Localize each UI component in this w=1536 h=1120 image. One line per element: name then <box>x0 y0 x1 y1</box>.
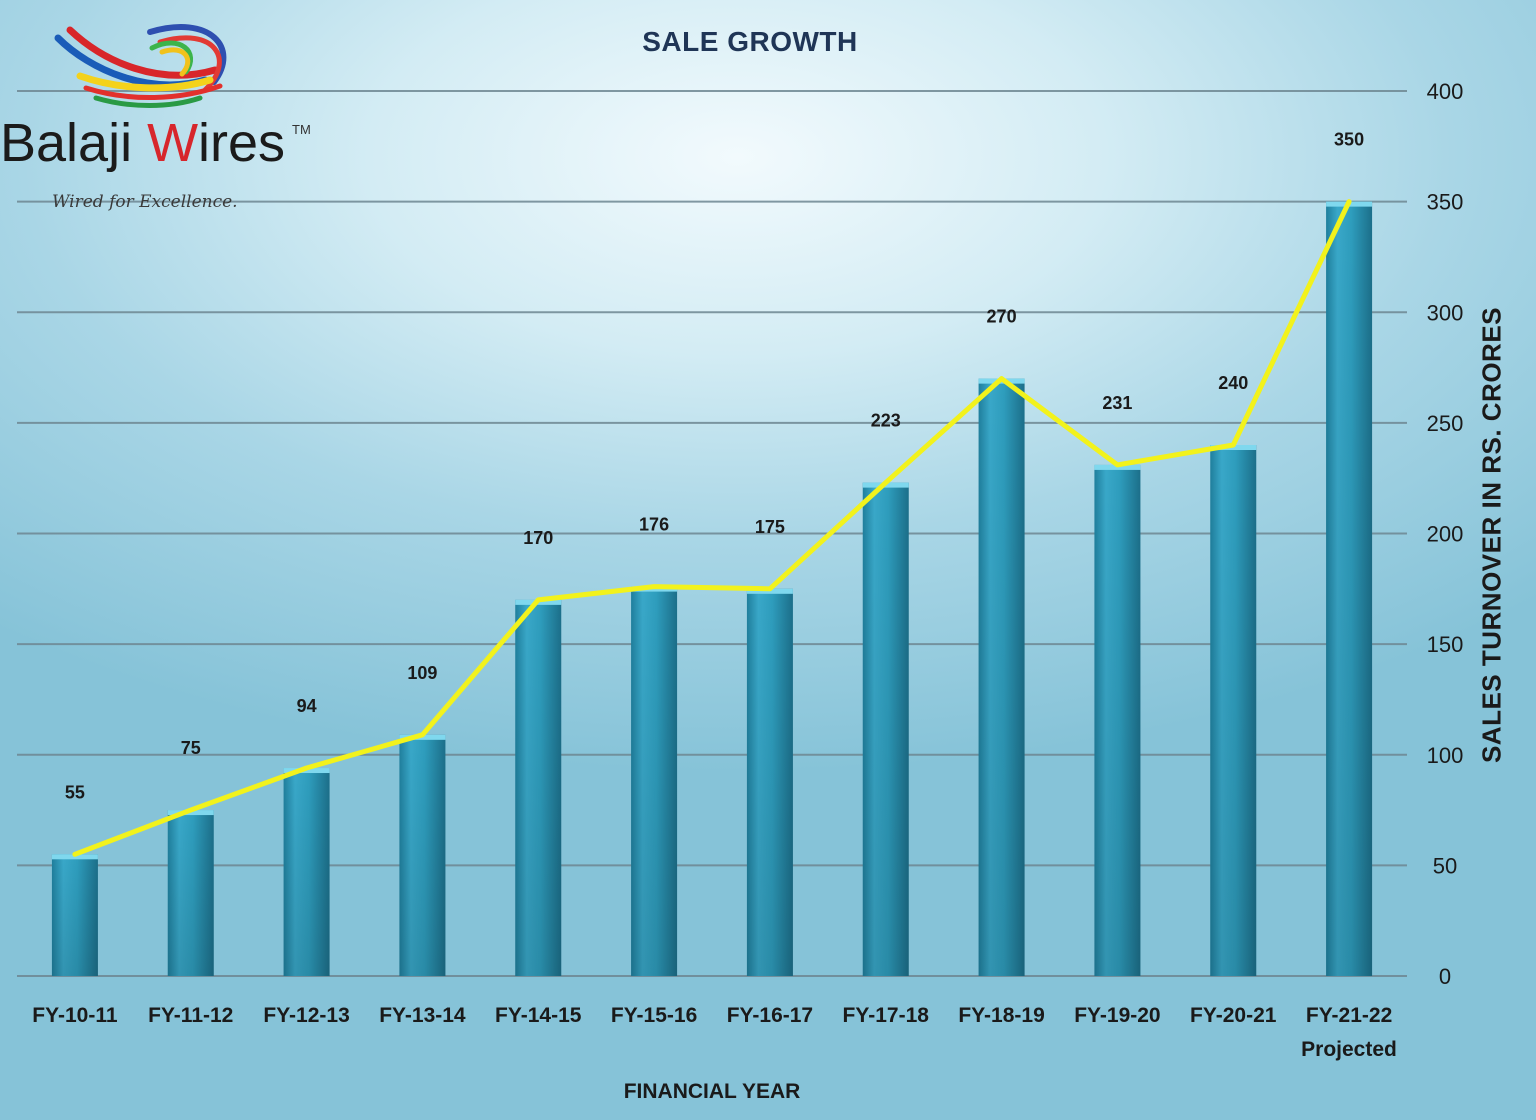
bar-shade <box>1094 464 1141 976</box>
brand-tagline: Wired for Excellence. <box>52 192 238 212</box>
brand-name-part2: ires <box>198 113 286 173</box>
y-tick-label: 350 <box>1427 190 1464 215</box>
x-tick-label: FY-20-21 <box>1190 1004 1277 1027</box>
x-axis-label: FINANCIAL YEAR <box>623 1080 801 1103</box>
x-tick-label: FY-17-18 <box>843 1004 930 1027</box>
trend-line-path <box>72 199 1352 857</box>
x-tick-label: FY-21-22 <box>1306 1004 1392 1027</box>
trend-line <box>72 199 1352 857</box>
gridlines <box>17 90 1407 977</box>
bar-shade <box>515 599 562 976</box>
y-tick-label: 100 <box>1427 743 1464 768</box>
y-tick-label: 150 <box>1427 632 1464 657</box>
bar-cap <box>51 854 98 860</box>
x-tick-label: FY-15-16 <box>611 1004 697 1027</box>
bar-shade <box>167 810 214 976</box>
bar-shade <box>862 482 909 976</box>
bar-shade <box>746 588 793 976</box>
bar-shade <box>283 768 330 976</box>
y-tick-label: 400 <box>1427 79 1464 104</box>
data-label: 75 <box>181 738 201 758</box>
data-label: 350 <box>1334 130 1364 150</box>
data-label: 170 <box>523 528 553 548</box>
x-tick-label: FY-10-11 <box>32 1004 118 1027</box>
bar-shade <box>1326 201 1373 976</box>
brand-name: Balaji Wires <box>0 112 285 174</box>
x-tick-label: FY-11-12 <box>148 1004 233 1027</box>
x-tick-label: FY-16-17 <box>727 1004 813 1027</box>
projected-note: Projected <box>1301 1038 1397 1061</box>
y-tick-label: 50 <box>1433 853 1457 878</box>
data-labels: 55 75 94 109 170 176 175 223 270 231 240 350 <box>65 130 1364 803</box>
bar-shade <box>631 586 678 976</box>
x-tick-label: FY-14-15 <box>495 1004 582 1027</box>
data-label: 223 <box>871 411 901 431</box>
data-label: 109 <box>407 663 437 683</box>
y-tick-label: 0 <box>1439 964 1451 989</box>
data-label: 94 <box>297 696 317 716</box>
data-label: 240 <box>1218 373 1248 393</box>
brand-name-part1: Balaji <box>0 113 148 173</box>
bar-shade <box>399 734 446 976</box>
y-axis-label: SALES TURNOVER IN RS. CRORES <box>1476 306 1507 764</box>
logo-swoosh-icon <box>54 24 227 108</box>
chart-title: SALE GROWTH <box>642 26 858 57</box>
bar-shade <box>51 854 98 976</box>
bars <box>51 201 1373 976</box>
bar-shade <box>978 378 1025 976</box>
brand-name-accent: W <box>147 113 199 173</box>
y-axis-ticks: 0 50 100 150 200 250 300 350 400 <box>1427 79 1464 989</box>
data-label: 55 <box>65 782 85 802</box>
bar-shade <box>1210 445 1257 976</box>
data-label: 176 <box>639 515 669 535</box>
x-axis-ticks: FY-10-11 FY-11-12 FY-12-13 FY-13-14 FY-14-15… <box>32 1004 1392 1027</box>
y-tick-label: 300 <box>1427 300 1464 325</box>
data-label: 231 <box>1102 393 1132 413</box>
x-tick-label: FY-19-20 <box>1074 1004 1160 1027</box>
data-label: 270 <box>987 307 1017 327</box>
data-label: 175 <box>755 517 785 537</box>
x-tick-label: FY-13-14 <box>379 1004 466 1027</box>
y-tick-label: 200 <box>1427 522 1464 547</box>
x-tick-label: FY-18-19 <box>958 1004 1044 1027</box>
y-tick-label: 250 <box>1427 411 1464 436</box>
trademark-label: TM <box>292 122 311 137</box>
x-tick-label: FY-12-13 <box>263 1004 349 1027</box>
